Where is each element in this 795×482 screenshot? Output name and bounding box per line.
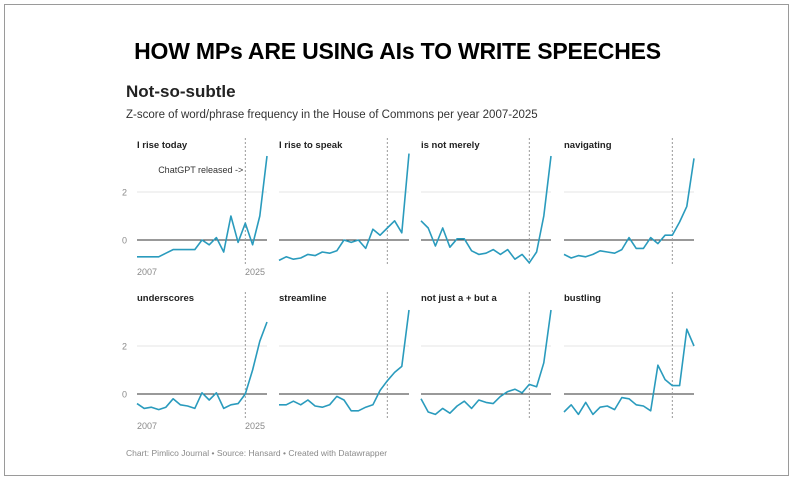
y-tick-label: 2 (122, 188, 127, 198)
x-tick-label: 2007 (137, 421, 157, 431)
panel-title: streamline (279, 293, 327, 304)
panel-5: underscores 0 2 2007 2025 (122, 292, 268, 431)
x-tick-label: 2025 (245, 267, 265, 277)
series-line (279, 309, 410, 412)
chart-footer: Chart: Pimlico Journal • Source: Hansard… (126, 448, 388, 458)
chatgpt-annotation: ChatGPT released -> (158, 165, 243, 175)
panel-title: bustling (564, 293, 601, 304)
panel-title: underscores (137, 293, 194, 304)
panel-title: I rise today (137, 140, 188, 151)
panel-6: streamline (279, 292, 410, 420)
panel-title: not just a + but a (421, 293, 497, 304)
series-line (278, 153, 410, 262)
series-line (563, 158, 695, 259)
panel-4: navigating (563, 138, 695, 266)
series-line (137, 155, 268, 258)
panel-title: is not merely (421, 140, 480, 151)
panel-2: I rise to speak (278, 138, 410, 266)
panel-7: not just a + but a (420, 292, 552, 420)
chart-title: Not-so-subtle (126, 82, 236, 101)
series-line (136, 321, 268, 411)
y-tick-label: 0 (122, 236, 127, 246)
y-tick-label: 0 (122, 390, 127, 400)
series-line (563, 328, 695, 416)
y-tick-label: 2 (122, 342, 127, 352)
x-tick-label: 2025 (245, 421, 265, 431)
panel-8: bustling (563, 292, 695, 420)
series-line (420, 309, 552, 416)
series-line (420, 155, 552, 264)
panel-title: I rise to speak (279, 140, 343, 151)
panel-3: is not merely (420, 138, 552, 266)
chart-subtitle: Z-score of word/phrase frequency in the … (126, 109, 538, 121)
headline: HOW MPs ARE USING AIs TO WRITE SPEECHES (134, 38, 661, 64)
panel-1: I rise today 0 2 2007 2025 ChatGPT released -… (122, 138, 268, 277)
x-tick-label: 2007 (137, 267, 157, 277)
panel-title: navigating (564, 140, 612, 151)
